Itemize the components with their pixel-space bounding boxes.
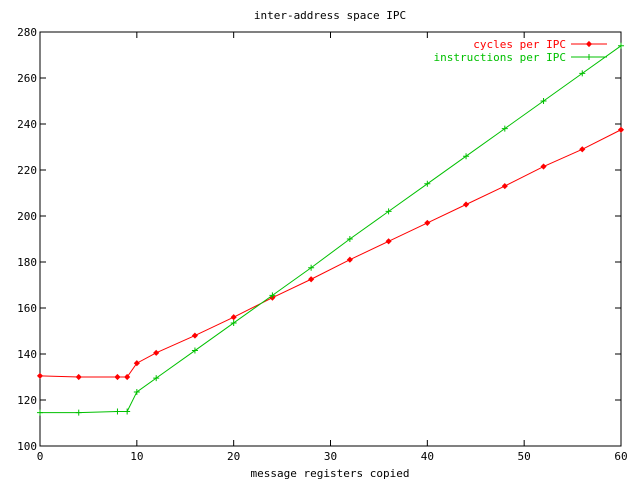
plot-frame [39,31,622,447]
data-point [37,409,43,416]
legend-label: cycles per IPC [473,38,566,51]
x-axis-label: message registers copied [251,467,410,480]
x-tick-label: 0 [37,450,44,463]
legend-entry: instructions per IPC [434,51,607,64]
data-point [75,409,82,416]
data-point [75,373,82,381]
series-layer [36,42,625,416]
x-tick-label: 50 [518,450,531,463]
data-point [463,153,470,160]
series-1 [36,126,625,381]
data-point [114,373,121,381]
data-point [617,126,625,133]
legend-label: instructions per IPC [434,51,566,64]
legend-entry: cycles per IPC [473,38,607,51]
data-point [191,347,198,354]
data-point [385,238,392,245]
data-point [424,219,431,226]
data-point [501,183,508,190]
data-point [124,408,131,415]
y-tick-label: 140 [17,348,37,361]
data-point [424,180,431,187]
data-point [36,372,44,379]
series-line [40,45,622,414]
data-point [153,349,160,356]
x-tick-label: 30 [324,450,337,463]
legend-marker [586,54,592,60]
data-point [501,125,508,132]
data-point [463,201,470,208]
data-point [540,163,547,170]
series-2 [37,42,624,416]
data-point [579,70,586,77]
data-point [230,319,237,326]
x-tick-label: 10 [130,450,143,463]
data-point [269,292,276,299]
y-tick-label: 220 [17,164,37,177]
legend-marker [585,40,593,48]
data-point [133,360,140,367]
data-point [346,256,353,263]
y-tick-label: 240 [17,118,37,131]
data-point [308,276,315,283]
x-tick-label: 20 [227,450,240,463]
y-tick-label: 100 [17,440,37,453]
data-point [540,98,547,104]
x-tick-label: 40 [421,450,434,463]
data-point [385,208,392,215]
data-point [191,332,198,339]
data-point [230,314,237,321]
y-tick-label: 180 [17,256,37,269]
data-point [153,375,160,382]
data-point [133,388,140,395]
axes: 100 120 140 160 180 200 220 240 260 280 0 10 20 30 40 5… [17,26,628,463]
data-point [346,236,353,242]
y-tick-label: 200 [17,210,37,223]
data-point [618,42,624,49]
chart-title: inter-address space IPC [254,9,406,22]
y-tick-label: 120 [17,394,37,407]
y-tick-label: 260 [17,72,37,85]
data-point [124,373,131,381]
y-tick-label: 280 [17,26,37,39]
y-tick-label: 160 [17,302,37,315]
x-tick-label: 60 [614,450,627,463]
data-point [308,264,315,271]
data-point [579,146,586,153]
data-point [114,408,121,415]
